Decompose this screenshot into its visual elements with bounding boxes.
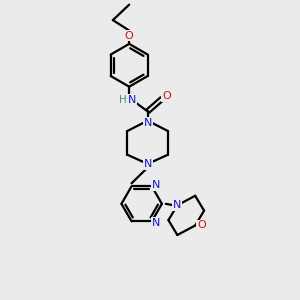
Text: N: N	[152, 180, 160, 190]
Text: O: O	[197, 220, 206, 230]
Text: N: N	[173, 200, 182, 210]
Text: N: N	[143, 159, 152, 169]
Text: O: O	[162, 91, 171, 101]
Text: N: N	[128, 95, 136, 105]
Text: O: O	[125, 31, 134, 40]
Text: N: N	[143, 118, 152, 128]
Text: N: N	[152, 218, 160, 228]
Text: H: H	[119, 95, 127, 105]
